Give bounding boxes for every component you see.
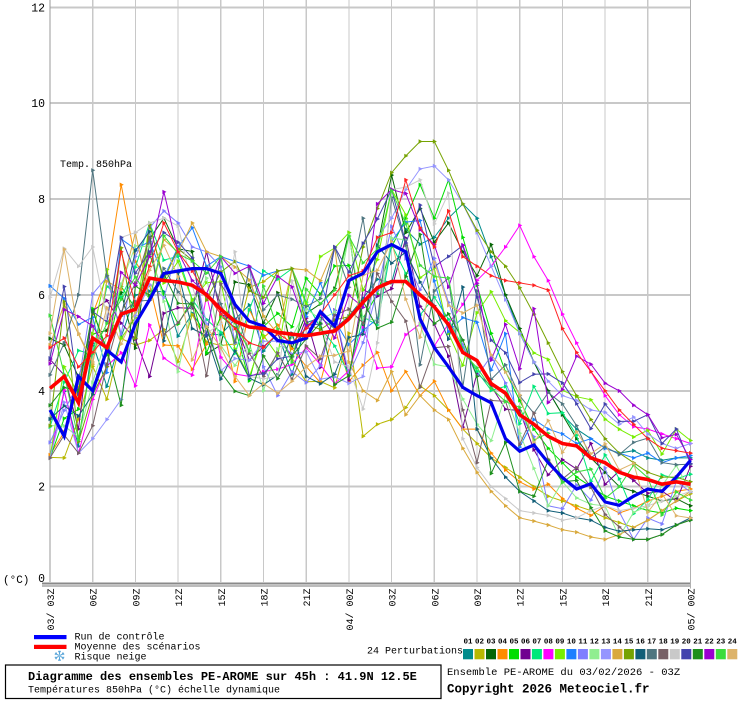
svg-text:Risque neige: Risque neige xyxy=(75,652,147,664)
svg-text:23: 23 xyxy=(716,639,726,647)
svg-text:01: 01 xyxy=(463,639,473,647)
svg-text:Run de contrôle: Run de contrôle xyxy=(75,632,165,644)
svg-text:24: 24 xyxy=(728,639,738,647)
svg-text:05: 05 xyxy=(509,639,519,647)
svg-text:Copyright 2026 Meteociel.fr: Copyright 2026 Meteociel.fr xyxy=(447,682,650,696)
svg-text:6: 6 xyxy=(38,290,45,303)
svg-text:06Z: 06Z xyxy=(431,589,442,607)
svg-text:09Z: 09Z xyxy=(132,589,143,607)
svg-text:09Z: 09Z xyxy=(474,589,485,607)
svg-text:18Z: 18Z xyxy=(261,589,272,607)
svg-text:12Z: 12Z xyxy=(175,589,186,607)
svg-text:14: 14 xyxy=(613,639,623,647)
svg-text:16: 16 xyxy=(636,639,646,647)
svg-text:20: 20 xyxy=(682,639,692,647)
svg-text:(°C): (°C) xyxy=(3,575,29,587)
svg-text:06Z: 06Z xyxy=(90,589,101,607)
svg-text:05/ 00Z: 05/ 00Z xyxy=(687,589,699,631)
svg-text:Diagramme des ensembles PE-ARO: Diagramme des ensembles PE-AROME sur 45h… xyxy=(28,670,417,684)
svg-text:03Z: 03Z xyxy=(389,589,400,607)
svg-text:04/ 00Z: 04/ 00Z xyxy=(345,589,357,631)
svg-text:12: 12 xyxy=(590,639,600,647)
svg-text:21: 21 xyxy=(693,639,703,647)
svg-text:Températures 850hPa (°C) échel: Températures 850hPa (°C) échelle dynamiq… xyxy=(28,685,280,697)
svg-text:09: 09 xyxy=(555,639,565,647)
svg-text:24 Perturbations: 24 Perturbations xyxy=(367,646,463,658)
svg-text:02: 02 xyxy=(475,639,485,647)
svg-text:4: 4 xyxy=(38,386,45,399)
svg-text:08: 08 xyxy=(544,639,554,647)
svg-text:Temp. 850hPa: Temp. 850hPa xyxy=(60,159,132,171)
svg-text:18: 18 xyxy=(659,639,669,647)
svg-text:Ensemble PE-AROME du 03/02/202: Ensemble PE-AROME du 03/02/2026 - 03Z xyxy=(447,667,680,679)
svg-text:10: 10 xyxy=(567,639,577,647)
svg-text:0: 0 xyxy=(38,573,45,586)
svg-text:11: 11 xyxy=(578,639,588,647)
svg-text:21Z: 21Z xyxy=(645,589,656,607)
svg-text:Moyenne des scénarios: Moyenne des scénarios xyxy=(75,642,201,654)
svg-text:17: 17 xyxy=(647,639,656,647)
svg-text:21Z: 21Z xyxy=(303,589,314,607)
svg-text:15Z: 15Z xyxy=(559,589,570,607)
svg-text:19: 19 xyxy=(670,639,680,647)
svg-text:15: 15 xyxy=(624,639,634,647)
svg-text:06: 06 xyxy=(521,639,531,647)
svg-text:10: 10 xyxy=(31,98,45,111)
svg-text:22: 22 xyxy=(705,639,715,647)
svg-text:2: 2 xyxy=(38,482,45,495)
svg-text:07: 07 xyxy=(532,639,541,647)
svg-text:13: 13 xyxy=(601,639,611,647)
svg-text:18Z: 18Z xyxy=(602,589,613,607)
svg-text:12: 12 xyxy=(31,2,45,15)
svg-text:12Z: 12Z xyxy=(517,589,528,607)
svg-text:03/ 03Z: 03/ 03Z xyxy=(46,589,58,631)
svg-text:15Z: 15Z xyxy=(218,589,229,607)
svg-text:04: 04 xyxy=(498,639,508,647)
svg-text:8: 8 xyxy=(38,194,45,207)
svg-text:03: 03 xyxy=(486,639,496,647)
